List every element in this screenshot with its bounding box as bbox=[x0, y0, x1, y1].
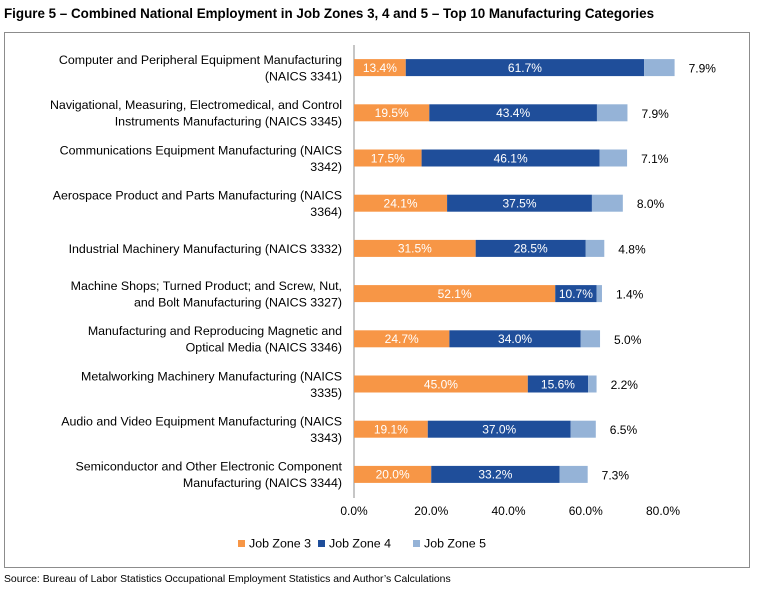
data-label: 43.4% bbox=[496, 106, 530, 120]
x-tick-label: 60.0% bbox=[569, 504, 603, 518]
bar-segment bbox=[449, 330, 581, 348]
data-label: 4.8% bbox=[618, 242, 646, 256]
category-label: Manufacturing (NAICS 3344) bbox=[183, 476, 342, 490]
bar-segment bbox=[596, 285, 602, 303]
data-label: 24.1% bbox=[384, 197, 418, 211]
data-label: 7.1% bbox=[641, 152, 669, 166]
source-note: Source: Bureau of Labor Statistics Occup… bbox=[4, 574, 451, 585]
bar-segment bbox=[421, 149, 600, 167]
data-label: 52.1% bbox=[438, 287, 472, 301]
data-label: 17.5% bbox=[371, 151, 405, 165]
category-label: 3343) bbox=[310, 431, 342, 445]
bar-segment bbox=[599, 149, 628, 167]
legend-swatch bbox=[413, 540, 420, 547]
category-label: 3364) bbox=[310, 205, 342, 219]
data-label: 19.5% bbox=[375, 106, 409, 120]
bar-segment bbox=[431, 465, 560, 483]
bar-segment bbox=[591, 194, 623, 212]
category-label: and Bolt Manufacturing (NAICS 3327) bbox=[134, 295, 342, 309]
data-label: 10.7% bbox=[559, 287, 593, 301]
data-label: 37.5% bbox=[502, 197, 536, 211]
data-label: 1.4% bbox=[616, 288, 644, 302]
bar-segment bbox=[405, 59, 645, 77]
bar-segment bbox=[559, 465, 588, 483]
bar-segment bbox=[354, 285, 556, 303]
data-label: 33.2% bbox=[478, 468, 512, 482]
bar-segment bbox=[427, 420, 571, 438]
figure-title: Figure 5 – Combined National Employment … bbox=[4, 6, 655, 21]
category-label: Instruments Manufacturing (NAICS 3345) bbox=[115, 115, 342, 129]
data-label: 7.3% bbox=[602, 468, 630, 482]
legend-label: Job Zone 5 bbox=[424, 537, 486, 551]
legend-label: Job Zone 4 bbox=[329, 537, 391, 551]
data-label: 34.0% bbox=[498, 332, 532, 346]
data-label: 24.7% bbox=[385, 332, 419, 346]
bar-segment bbox=[644, 59, 675, 77]
data-label: 19.1% bbox=[374, 423, 408, 437]
bar-segment bbox=[596, 104, 628, 122]
bar-segment bbox=[354, 104, 430, 122]
data-label: 5.0% bbox=[614, 333, 642, 347]
category-label: Navigational, Measuring, Electromedical,… bbox=[50, 98, 342, 112]
bar-segment bbox=[354, 420, 428, 438]
data-label: 61.7% bbox=[508, 61, 542, 75]
category-label: 3342) bbox=[310, 160, 342, 174]
data-label: 20.0% bbox=[376, 468, 410, 482]
data-label: 15.6% bbox=[541, 377, 575, 391]
x-tick-label: 0.0% bbox=[340, 504, 368, 518]
category-label: Manufacturing and Reproducing Magnetic a… bbox=[88, 324, 342, 338]
category-label: Computer and Peripheral Equipment Manufa… bbox=[59, 53, 342, 67]
data-label: 37.0% bbox=[482, 423, 516, 437]
category-label: Semiconductor and Other Electronic Compo… bbox=[75, 460, 342, 474]
category-label: Aerospace Product and Parts Manufacturin… bbox=[53, 188, 342, 202]
legend-label: Job Zone 3 bbox=[249, 537, 311, 551]
bar-segment bbox=[588, 375, 597, 393]
category-label: Audio and Video Equipment Manufacturing … bbox=[61, 414, 342, 428]
bar-segment bbox=[354, 330, 450, 348]
bar-segment bbox=[354, 194, 448, 212]
data-label: 28.5% bbox=[514, 242, 548, 256]
bar-segment bbox=[354, 375, 528, 393]
bar-segment bbox=[527, 375, 589, 393]
bar-segment bbox=[354, 239, 476, 257]
legend-swatch bbox=[318, 540, 325, 547]
category-label: Optical Media (NAICS 3346) bbox=[186, 341, 342, 355]
category-label: Industrial Machinery Manufacturing (NAIC… bbox=[69, 242, 342, 256]
bar-segment bbox=[580, 330, 601, 348]
bar-segment bbox=[585, 239, 605, 257]
data-label: 7.9% bbox=[689, 62, 717, 76]
bar-segment bbox=[354, 465, 432, 483]
data-label: 2.2% bbox=[611, 378, 639, 392]
x-tick-label: 80.0% bbox=[646, 504, 680, 518]
category-label: 3335) bbox=[310, 386, 342, 400]
chart-frame bbox=[4, 32, 750, 568]
bar-segment bbox=[555, 285, 597, 303]
bar-segment bbox=[447, 194, 592, 212]
data-label: 31.5% bbox=[398, 242, 432, 256]
bar-segment bbox=[354, 59, 406, 77]
category-label: (NAICS 3341) bbox=[265, 69, 342, 83]
x-tick-label: 40.0% bbox=[491, 504, 525, 518]
bar-segment bbox=[570, 420, 596, 438]
legend-swatch bbox=[238, 540, 245, 547]
data-label: 8.0% bbox=[637, 197, 665, 211]
data-label: 7.9% bbox=[641, 107, 669, 121]
data-label: 6.5% bbox=[610, 423, 638, 437]
data-label: 46.1% bbox=[494, 151, 528, 165]
bar-segment bbox=[429, 104, 597, 122]
x-tick-label: 20.0% bbox=[414, 504, 448, 518]
category-label: Machine Shops; Turned Product; and Screw… bbox=[71, 279, 342, 293]
bar-segment bbox=[475, 239, 586, 257]
category-label: Metalworking Machinery Manufacturing (NA… bbox=[81, 369, 342, 383]
data-label: 45.0% bbox=[424, 377, 458, 391]
data-label: 13.4% bbox=[363, 61, 397, 75]
category-label: Communications Equipment Manufacturing (… bbox=[60, 143, 342, 157]
bar-segment bbox=[354, 149, 422, 167]
